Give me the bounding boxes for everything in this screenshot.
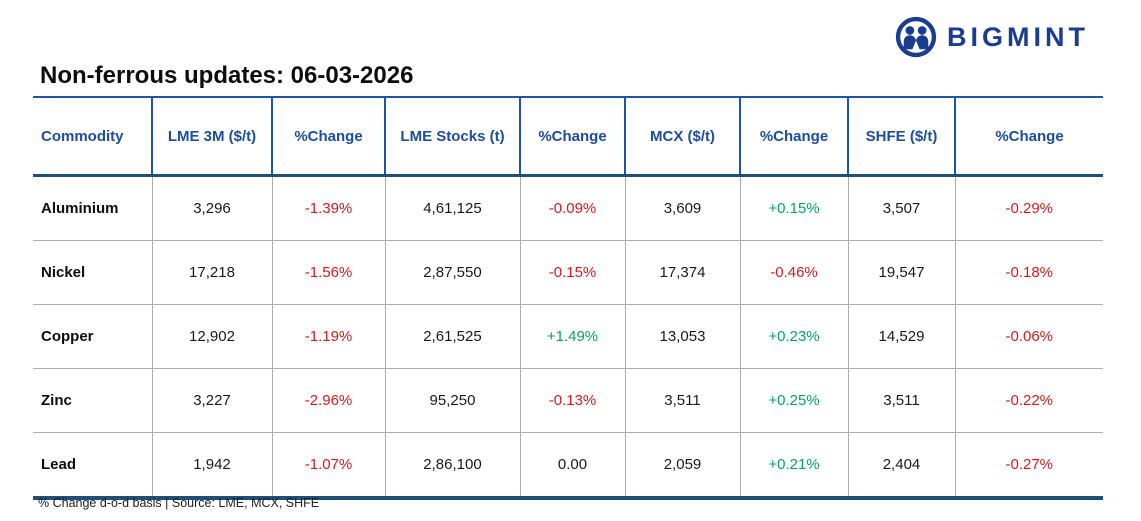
table-row-nickel: Nickel 17,218 -1.56% 2,87,550 -0.15% 17,… (33, 240, 1103, 305)
commodity-table-container: Commodity LME 3M ($/t) %Change LME Stock… (33, 98, 1103, 500)
cell-stocks-change: -0.09% (519, 175, 625, 241)
people-circle-logo-icon (895, 16, 937, 58)
cell-lme3m-change: -1.07% (271, 432, 385, 500)
cell-shfe: 14,529 (847, 304, 955, 369)
cell-shfe: 2,404 (847, 432, 955, 500)
cell-shfe: 3,507 (847, 175, 955, 241)
cell-mcx-change: +0.15% (739, 175, 848, 241)
cell-shfe-change: -0.18% (954, 240, 1103, 305)
cell-shfe-change: -0.06% (954, 304, 1103, 369)
page-title: Non-ferrous updates: 06-03-2026 (40, 62, 414, 89)
cell-stocks-change: -0.15% (519, 240, 625, 305)
col-header-mcx: MCX ($/t) (624, 98, 740, 177)
cell-mcx: 17,374 (624, 240, 740, 305)
col-header-lme3m: LME 3M ($/t) (151, 98, 272, 177)
cell-lme-stocks: 2,86,100 (384, 432, 520, 500)
cell-mcx-change: +0.23% (739, 304, 848, 369)
cell-shfe-change: -0.29% (954, 175, 1103, 241)
header-row: Commodity LME 3M ($/t) %Change LME Stock… (33, 98, 1103, 177)
col-header-shfe: SHFE ($/t) (847, 98, 955, 177)
cell-mcx: 3,511 (624, 368, 740, 433)
bigmint-logo: BIGMINT (895, 16, 1089, 58)
cell-commodity: Lead (33, 432, 152, 500)
table-row-aluminium: Aluminium 3,296 -1.39% 4,61,125 -0.09% 3… (33, 175, 1103, 241)
col-header-stocks-change: %Change (519, 98, 625, 177)
cell-mcx: 2,059 (624, 432, 740, 500)
cell-commodity: Zinc (33, 368, 152, 433)
cell-mcx-change: +0.21% (739, 432, 848, 500)
cell-stocks-change: +1.49% (519, 304, 625, 369)
table-row-zinc: Zinc 3,227 -2.96% 95,250 -0.13% 3,511 +0… (33, 368, 1103, 433)
cell-lme3m-change: -1.56% (271, 240, 385, 305)
cell-shfe-change: -0.22% (954, 368, 1103, 433)
cell-lme-stocks: 2,87,550 (384, 240, 520, 305)
cell-lme-stocks: 2,61,525 (384, 304, 520, 369)
source-note: % Change d-o-d basis | Source: LME, MCX,… (38, 496, 320, 510)
cell-lme3m: 3,227 (151, 368, 272, 433)
cell-shfe-change: -0.27% (954, 432, 1103, 500)
cell-shfe: 19,547 (847, 240, 955, 305)
cell-mcx: 13,053 (624, 304, 740, 369)
col-header-lme3m-change: %Change (271, 98, 385, 177)
cell-lme3m-change: -2.96% (271, 368, 385, 433)
col-header-mcx-change: %Change (739, 98, 848, 177)
col-header-commodity: Commodity (33, 98, 152, 177)
logo-wordmark: BIGMINT (947, 21, 1089, 52)
table-row-copper: Copper 12,902 -1.19% 2,61,525 +1.49% 13,… (33, 304, 1103, 369)
cell-lme3m: 3,296 (151, 175, 272, 241)
cell-stocks-change: -0.13% (519, 368, 625, 433)
table-row-lead: Lead 1,942 -1.07% 2,86,100 0.00 2,059 +0… (33, 432, 1103, 500)
cell-mcx-change: +0.25% (739, 368, 848, 433)
cell-lme-stocks: 4,61,125 (384, 175, 520, 241)
title-underline-rule: Non-ferrous updates: 06-03-2026 (33, 62, 1103, 98)
cell-lme3m: 1,942 (151, 432, 272, 500)
col-header-shfe-change: %Change (954, 98, 1103, 177)
cell-mcx-change: -0.46% (739, 240, 848, 305)
non-ferrous-price-table: Commodity LME 3M ($/t) %Change LME Stock… (33, 98, 1103, 500)
cell-lme3m-change: -1.39% (271, 175, 385, 241)
cell-commodity: Aluminium (33, 175, 152, 241)
cell-lme3m: 12,902 (151, 304, 272, 369)
cell-commodity: Nickel (33, 240, 152, 305)
cell-shfe: 3,511 (847, 368, 955, 433)
col-header-lme-stocks: LME Stocks (t) (384, 98, 520, 177)
cell-lme-stocks: 95,250 (384, 368, 520, 433)
cell-stocks-change: 0.00 (519, 432, 625, 500)
cell-lme3m-change: -1.19% (271, 304, 385, 369)
cell-mcx: 3,609 (624, 175, 740, 241)
cell-lme3m: 17,218 (151, 240, 272, 305)
cell-commodity: Copper (33, 304, 152, 369)
